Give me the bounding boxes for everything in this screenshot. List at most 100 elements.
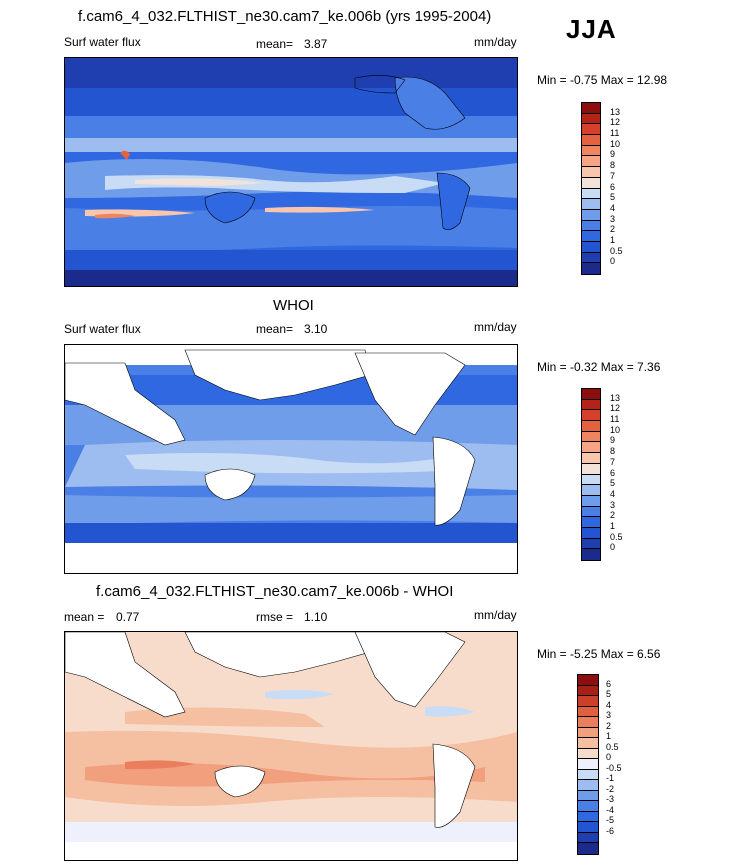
colorbar-tick-label: 4 [606,699,612,710]
colorbar-segment [582,549,600,560]
panel-1-map-field [65,58,517,286]
colorbar-segment [582,431,600,443]
colorbar-segment [582,263,600,274]
colorbar-segment [578,706,598,718]
colorbar-tick-label: 7 [610,456,616,467]
colorbar-tick-label: 9 [610,149,616,160]
colorbar-tick-label: 1 [610,520,616,531]
colorbar-segment [582,453,600,464]
panel-2-mean-label: mean= [256,322,294,336]
panel-3-min-max: Min = -5.25 Max = 6.56 [537,647,661,661]
panel-2-mean-value: 3.10 [304,322,328,336]
colorbar-tick-label: 0.5 [610,245,623,256]
colorbar-tick-label: 6 [610,467,616,478]
colorbar-segment [582,177,600,189]
panel-1-colorbar [581,102,601,275]
colorbar-segment [582,421,600,432]
panel-3-colorbar [577,674,599,855]
colorbar-segment [578,843,598,854]
colorbar-segment [582,442,600,454]
panel-2-title: WHOI [273,297,314,314]
colorbar-segment [578,801,598,812]
colorbar-segment [578,822,598,833]
panel-3-title: f.cam6_4_032.FLTHIST_ne30.cam7_ke.006b -… [96,583,454,600]
colorbar-segment [582,209,600,221]
colorbar-tick-label: 5 [606,689,612,700]
colorbar-tick-label: 7 [610,170,616,181]
colorbar-tick-label: 6 [610,181,616,192]
colorbar-tick-label: 8 [610,160,616,171]
colorbar-segment [578,759,598,770]
colorbar-segment [578,738,598,749]
colorbar-segment [582,156,600,168]
panel-2-map-field [65,345,517,573]
colorbar-segment [578,696,598,707]
colorbar-tick-label: 1 [606,731,612,742]
colorbar-segment [582,495,600,507]
colorbar-tick-label: 0 [606,752,612,763]
colorbar-tick-label: 2 [610,510,616,521]
colorbar-segment [578,790,598,802]
colorbar-segment [582,199,600,210]
colorbar-tick-label: 5 [610,192,616,203]
colorbar-tick-label: 9 [610,435,616,446]
colorbar-segment [582,485,600,496]
panel-3-map [64,631,518,861]
colorbar-tick-label: 11 [610,414,620,425]
colorbar-tick-label: -6 [606,825,615,836]
colorbar-segment [578,727,598,739]
colorbar-tick-label: 4 [610,488,616,499]
colorbar-segment [582,474,600,486]
panel-3-mean-label: mean = [64,610,105,624]
colorbar-tick-label: 12 [610,403,621,414]
panel-1-min-max: Min = -0.75 Max = 12.98 [537,73,668,87]
colorbar-tick-label: 10 [610,138,621,149]
colorbar-segment [582,167,600,178]
colorbar-tick-label: 1 [610,234,616,245]
panel-2-colorbar-ticks: 13 12 11 10 9 8 7 6 5 4 3 2 1 0.5 0 [610,388,640,559]
colorbar-segment [578,811,598,823]
colorbar-segment [582,124,600,136]
colorbar-segment [582,463,600,475]
colorbar-tick-label: 6 [606,678,612,689]
colorbar-segment [578,748,598,760]
colorbar-segment [578,769,598,781]
panel-3-units: mm/day [474,608,517,622]
colorbar-tick-label: 5 [610,478,616,489]
colorbar-tick-label: 2 [606,720,612,731]
colorbar-segment [582,241,600,253]
panel-3-map-field [65,632,517,860]
colorbar-segment [578,780,598,791]
colorbar-tick-label: 0.5 [606,741,619,752]
panel-2-map [64,344,518,574]
colorbar-tick-label: 13 [610,392,621,403]
panel-2-min-max: Min = -0.32 Max = 7.36 [537,360,661,374]
colorbar-segment [582,188,600,200]
colorbar-segment [578,832,598,844]
colorbar-tick-label: -2 [606,783,615,794]
panel-3-colorbar-ticks: 6 5 4 3 2 1 0.5 0 -0.5 -1 -2 -3 -4 -5 -6 [606,674,640,853]
colorbar-tick-label: 0 [610,256,616,267]
colorbar-tick-label: 0 [610,542,616,553]
colorbar-segment [582,527,600,539]
colorbar-tick-label: 4 [610,202,616,213]
panel-2-units: mm/day [474,320,517,334]
panel-2-variable-label: Surf water flux [64,322,141,336]
colorbar-segment [582,252,600,264]
colorbar-tick-label: 11 [610,128,620,139]
colorbar-tick-label: -1 [606,773,615,784]
panel-2-colorbar [581,388,601,561]
colorbar-tick-label: 12 [610,117,621,128]
panel-1-colorbar-ticks: 13 12 11 10 9 8 7 6 5 4 3 2 1 0.5 0 [610,102,640,273]
colorbar-segment [582,135,600,146]
panel-3-rmse-label: rmse = [256,610,294,624]
colorbar-segment [578,675,598,686]
colorbar-segment [578,685,598,697]
colorbar-segment [582,389,600,400]
colorbar-tick-label: 2 [610,224,616,235]
season-label: JJA [566,14,617,44]
panel-1-units: mm/day [474,35,517,49]
colorbar-tick-label: 10 [610,424,621,435]
colorbar-segment [582,103,600,114]
colorbar-tick-label: -3 [606,794,615,805]
